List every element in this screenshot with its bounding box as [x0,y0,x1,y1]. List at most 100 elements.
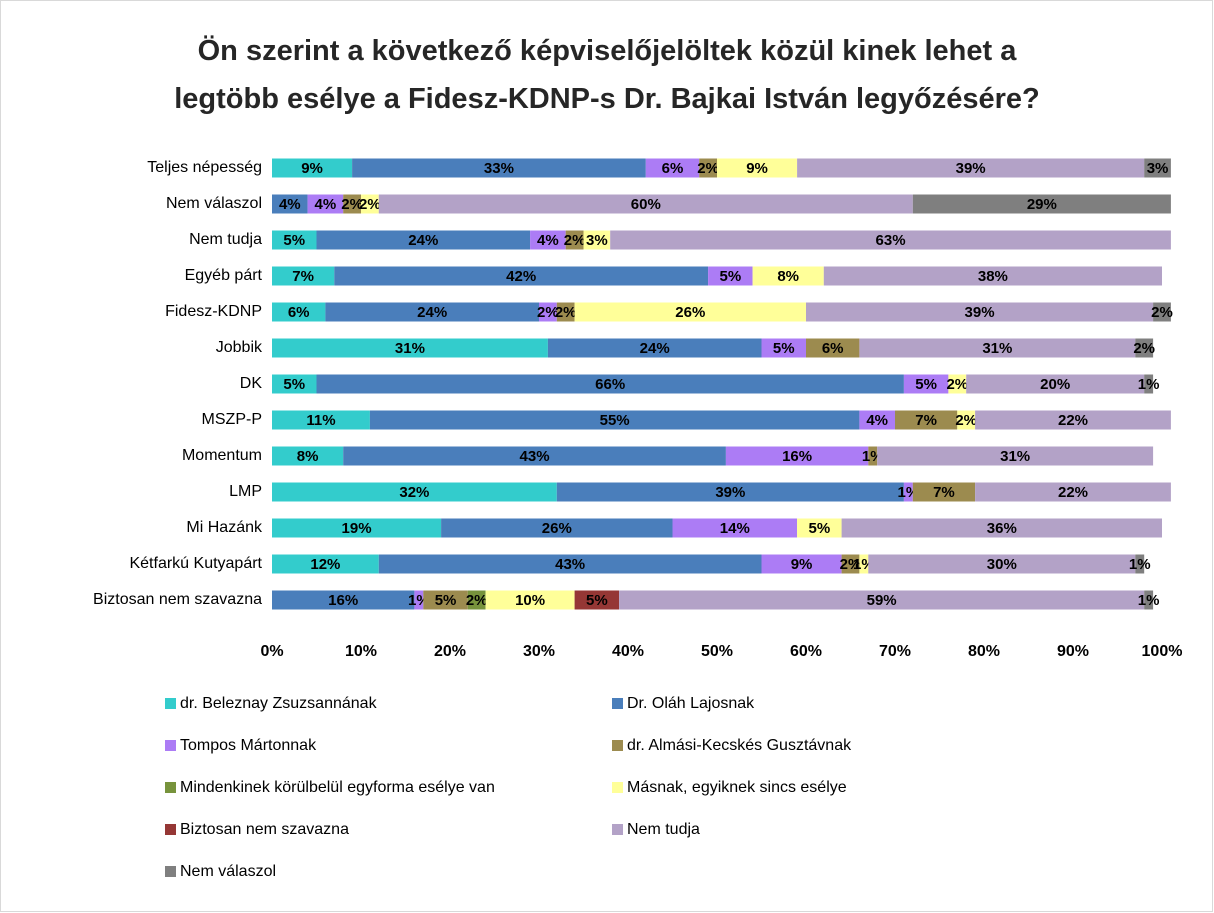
data-label: 10% [515,592,545,609]
data-label: 5% [283,376,305,393]
data-label: 39% [715,484,745,501]
bar-segment [583,230,611,250]
bar-segment [361,194,379,214]
y-tick-label: Kétfarkú Kutyapárt [129,555,262,572]
data-label: 2% [555,304,577,321]
data-label: 14% [720,520,750,537]
data-label: 5% [915,376,937,393]
data-label: 16% [782,448,812,465]
x-tick-label: 90% [1057,643,1089,660]
chart-title: Ön szerint a következő képviselőjelöltek… [174,34,1039,115]
data-label: 66% [595,376,625,393]
x-tick-label: 60% [790,643,822,660]
bar-segment [868,554,1136,574]
bar-segment [272,266,335,286]
data-label: 26% [542,520,572,537]
legend-swatch [612,824,623,835]
data-label: 43% [555,556,585,573]
y-tick-label: Fidesz-KDNP [165,303,262,320]
bar-segment [806,338,860,358]
bar-segment [272,374,317,394]
y-tick-label: Nem válaszol [166,195,262,212]
data-label: 63% [876,232,906,249]
data-label: 2% [466,592,488,609]
data-label: 60% [631,196,661,213]
bar-segment [877,446,1154,466]
legend-label: Dr. Oláh Lajosnak [627,695,755,712]
data-label: 7% [933,484,955,501]
bar-segment [272,230,317,250]
bar-segment [1135,554,1145,574]
y-tick-label: Teljes népesség [147,159,262,176]
data-label: 6% [822,340,844,357]
bar-segment [272,410,370,430]
data-label: 5% [720,268,742,285]
y-tick-label: Biztosan nem szavazna [93,591,262,608]
bar-segment [485,590,575,610]
data-label: 5% [809,520,831,537]
legend-label: dr. Almási-Kecskés Gusztávnak [627,737,852,754]
data-label: 9% [791,556,813,573]
data-label: 2% [359,196,381,213]
bar-segment [441,518,673,538]
bar-segment [369,410,860,430]
bar-segment [859,554,869,574]
legend-swatch [612,782,623,793]
data-label: 20% [1040,376,1070,393]
bar-segment [272,338,548,358]
data-label: 55% [600,412,630,429]
bar-segment [645,158,700,178]
data-label: 7% [292,268,314,285]
y-tick-label: LMP [229,483,262,500]
bar-segment [414,590,424,610]
bar-segment [903,482,913,502]
legend-swatch [165,866,176,877]
data-label: 24% [417,304,447,321]
data-label: 2% [955,412,977,429]
data-label: 36% [987,520,1017,537]
y-tick-label: Mi Hazánk [186,519,263,536]
data-label: 39% [956,160,986,177]
data-label: 22% [1058,484,1088,501]
bar-segment [903,374,949,394]
bar-segment [895,410,958,430]
legend-swatch [612,740,623,751]
bar-segment [272,446,344,466]
legend-swatch [165,698,176,709]
bar-segment [823,266,1162,286]
x-tick-label: 80% [968,643,1000,660]
legend-swatch [165,740,176,751]
data-label: 24% [640,340,670,357]
bar-segment [841,554,860,574]
data-label: 9% [301,160,323,177]
data-label: 39% [965,304,995,321]
legend-label: Nem válaszol [180,863,276,880]
bar-segment [948,374,967,394]
x-tick-label: 70% [879,643,911,660]
data-label: 2% [1151,304,1173,321]
legend-label: Mindenkinek körülbelül egyforma esélye v… [180,779,495,796]
bar-segment [343,194,361,214]
bar-segment [325,302,539,322]
data-label: 12% [310,556,340,573]
bar-segment [378,194,913,214]
x-tick-label: 20% [434,643,466,660]
data-label: 4% [315,196,337,213]
data-label: 59% [867,592,897,609]
data-label: 8% [297,448,319,465]
y-tick-label: Jobbik [216,339,263,356]
legend-label: Másnak, egyiknek sincs esélye [627,779,847,796]
data-label: 1% [1129,556,1151,573]
bar-segment [761,338,806,358]
y-tick-label: MSZP-P [202,411,262,428]
x-tick-label: 50% [701,643,733,660]
bar-segment [547,338,762,358]
bar-segment [1144,590,1154,610]
data-label: 2% [564,232,586,249]
bar-segment [352,158,646,178]
legend-label: dr. Beleznay Zsuzsannának [180,695,378,712]
legend-swatch [165,824,176,835]
bar-segment [556,482,904,502]
bar-segment [343,446,726,466]
